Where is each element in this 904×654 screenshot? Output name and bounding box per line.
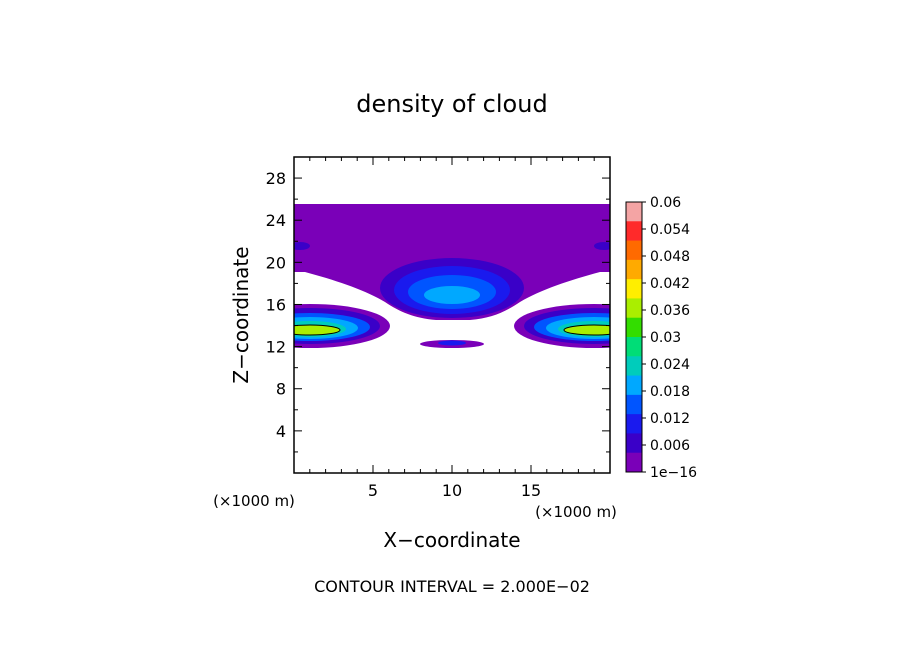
colorbar-label: 0.06 <box>650 195 681 211</box>
y-axis-title: Z−coordinate <box>229 246 253 383</box>
colorbar-label: 0.036 <box>650 303 690 319</box>
colorbar-swatch <box>626 414 642 434</box>
x-tick-label: 5 <box>368 481 378 500</box>
y-tick-label: 4 <box>276 422 286 441</box>
colorbar-swatch <box>626 221 642 242</box>
colorbar-label: 0.012 <box>650 411 690 427</box>
colorbar-swatch <box>626 375 642 396</box>
y-axis: 4 8 12 16 20 24 28 <box>266 169 610 453</box>
colorbar-label: 0.03 <box>650 330 681 346</box>
colorbar-label: 0.042 <box>650 276 690 292</box>
colorbar-swatch <box>626 202 642 222</box>
colorbar: 0.06 0.054 0.048 0.042 0.036 0.03 0.024 0.018 0.… <box>625 195 697 481</box>
colorbar-label: 0.006 <box>650 438 690 454</box>
colorbar-swatch <box>626 317 642 338</box>
contour-regions <box>294 204 610 348</box>
colorbar-swatch <box>626 279 642 299</box>
colorbar-swatch <box>626 394 642 415</box>
central-core-level-4 <box>424 286 480 304</box>
contour-interval-label: CONTOUR INTERVAL = 2.000E−02 <box>314 577 590 596</box>
y-tick-label: 8 <box>276 380 286 399</box>
colorbar-swatch <box>626 356 642 377</box>
colorbar-label: 0.024 <box>650 357 690 373</box>
y-tick-label: 16 <box>266 295 286 314</box>
y-tick-label: 28 <box>266 169 286 188</box>
y-tick-label: 20 <box>266 253 286 272</box>
right-lobe-level-6 <box>563 324 610 336</box>
colorbar-swatch <box>626 259 642 280</box>
small-central-cloud-core <box>438 340 466 346</box>
colorbar-swatch <box>626 337 642 357</box>
colorbar-swatch <box>626 433 642 454</box>
colorbar-swatch <box>626 452 642 473</box>
colorbar-label: 0.018 <box>650 384 690 400</box>
colorbar-label: 0.048 <box>650 249 690 265</box>
y-tick-label: 24 <box>266 211 286 230</box>
z-unit-label: (×1000 m) <box>535 503 617 521</box>
colorbar-swatch <box>626 298 642 319</box>
x-unit-label: (×1000 m) <box>213 492 295 510</box>
x-tick-label: 10 <box>442 481 462 500</box>
left-edge-blob <box>294 242 310 250</box>
colorbar-label: 0.054 <box>650 222 690 238</box>
y-tick-label: 12 <box>266 338 286 357</box>
colorbar-label: 1e−16 <box>650 465 697 481</box>
right-edge-blob <box>594 242 610 250</box>
colorbar-swatch <box>626 240 642 261</box>
x-tick-label: 15 <box>521 481 541 500</box>
left-lobe-level-6 <box>294 324 341 336</box>
x-axis: 5 10 15 <box>309 157 595 500</box>
x-axis-title: X−coordinate <box>383 528 520 552</box>
chart-title: density of cloud <box>356 90 547 118</box>
